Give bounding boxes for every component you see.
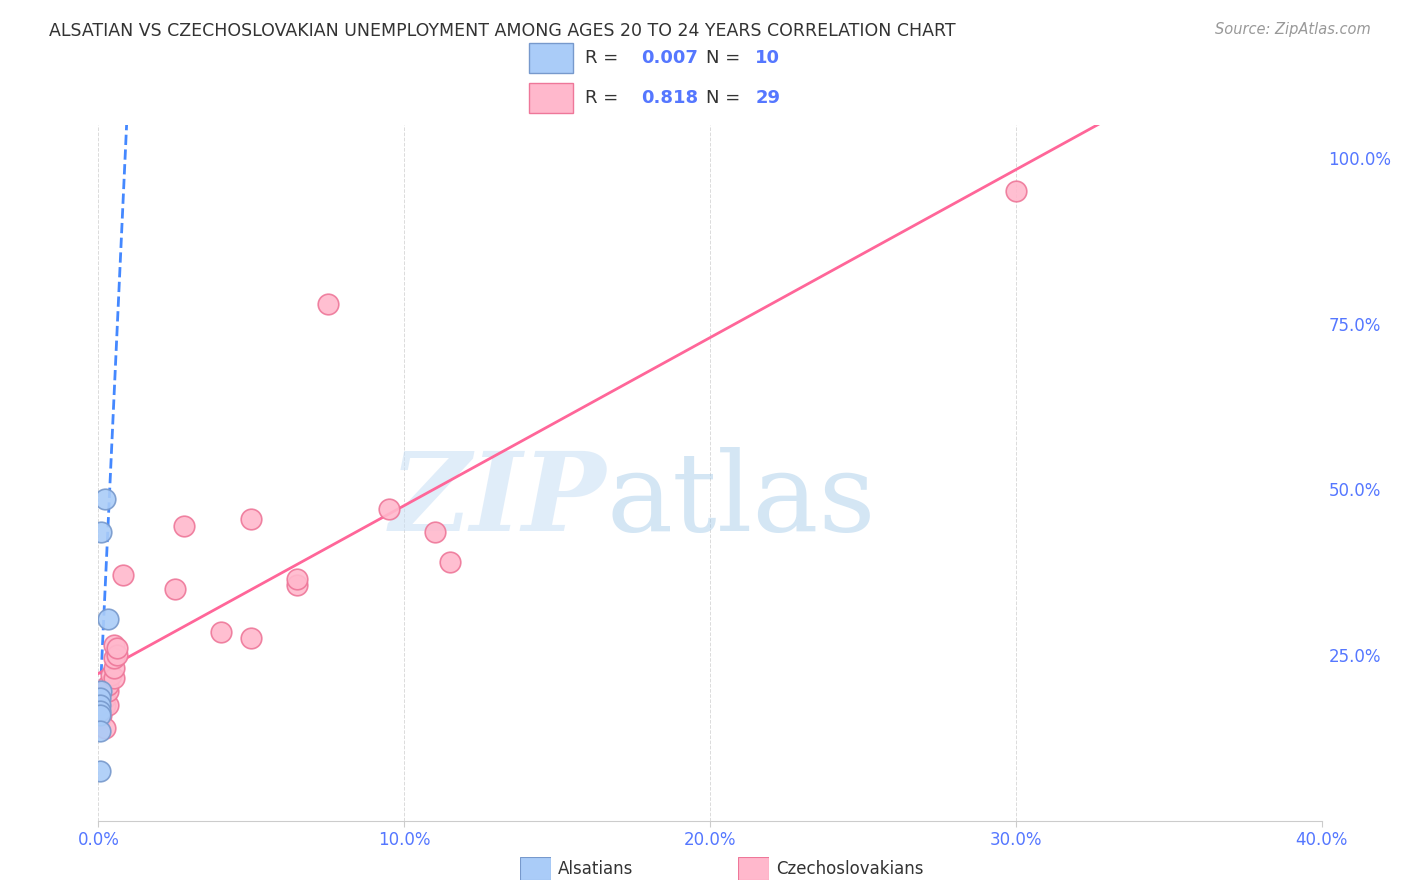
Point: [423, 525, 446, 540]
Point: [103, 661, 125, 675]
Point: [89, 707, 111, 722]
Point: [111, 568, 134, 582]
Text: Alsatians: Alsatians: [558, 860, 634, 878]
FancyBboxPatch shape: [530, 44, 572, 73]
Point: [90, 707, 112, 722]
Point: [89, 724, 111, 739]
Text: 10: 10: [755, 49, 780, 67]
Point: [100, 668, 122, 682]
Text: N =: N =: [706, 49, 745, 67]
Point: [173, 518, 195, 533]
Point: [97, 698, 120, 712]
Text: 29: 29: [755, 88, 780, 106]
Point: [90, 684, 112, 698]
Point: [163, 582, 186, 596]
Point: [93, 721, 115, 735]
Point: [90, 525, 112, 540]
Point: [93, 691, 115, 706]
Point: [285, 578, 308, 592]
Point: [89, 691, 111, 706]
Point: [285, 572, 308, 586]
Point: [103, 638, 125, 652]
Point: [103, 671, 125, 685]
Point: [103, 651, 125, 665]
Point: [93, 698, 115, 712]
Point: [89, 711, 111, 725]
Point: [89, 698, 111, 712]
Point: [240, 632, 263, 646]
Text: R =: R =: [585, 49, 624, 67]
Point: [89, 704, 111, 718]
Text: R =: R =: [585, 88, 624, 106]
FancyBboxPatch shape: [530, 83, 572, 112]
Point: [105, 641, 128, 656]
Text: Czechoslovakians: Czechoslovakians: [776, 860, 924, 878]
Text: ALSATIAN VS CZECHOSLOVAKIAN UNEMPLOYMENT AMONG AGES 20 TO 24 YEARS CORRELATION C: ALSATIAN VS CZECHOSLOVAKIAN UNEMPLOYMENT…: [49, 22, 956, 40]
Point: [1004, 184, 1026, 198]
Point: [89, 764, 111, 778]
Point: [439, 555, 461, 569]
Point: [97, 611, 120, 625]
Point: [97, 678, 120, 692]
Point: [240, 512, 263, 526]
Point: [93, 492, 115, 507]
Text: atlas: atlas: [606, 447, 876, 554]
Point: [105, 648, 128, 662]
Text: 0.007: 0.007: [641, 49, 697, 67]
Point: [209, 624, 232, 639]
Point: [90, 698, 112, 712]
Point: [316, 297, 339, 311]
Text: 0.818: 0.818: [641, 88, 697, 106]
Text: ZIP: ZIP: [389, 447, 606, 554]
Text: Source: ZipAtlas.com: Source: ZipAtlas.com: [1215, 22, 1371, 37]
Point: [97, 684, 120, 698]
Text: N =: N =: [706, 88, 745, 106]
Point: [378, 502, 401, 516]
